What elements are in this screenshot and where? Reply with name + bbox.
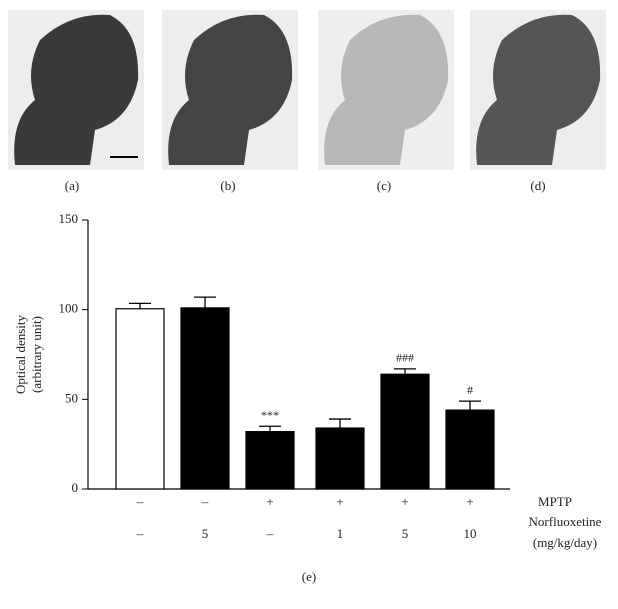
x-tick-label: 5 [202,526,209,541]
brain-section [162,10,298,170]
x-tick-label: + [336,494,343,509]
y-tick-label: 0 [72,480,79,495]
x-tick-label: – [136,526,144,541]
x-tick-label: + [266,494,273,509]
y-axis-label: (arbitrary unit) [29,316,44,393]
bar [245,431,295,490]
x-tick-label: + [466,494,473,509]
x-tick-label: – [266,526,274,541]
panel-label: (b) [220,178,235,193]
y-tick-label: 50 [65,390,78,405]
bar [115,308,165,490]
brain-section [8,10,144,170]
bar [380,373,430,490]
panel-label: (d) [530,178,545,193]
x-tick-label: 10 [464,526,477,541]
significance-label: *** [261,408,279,422]
x-tick-label: – [136,494,144,509]
row-label: MPTP [538,494,572,509]
x-tick-label: 5 [402,526,409,541]
bar [180,307,230,490]
row-label: (mg/kg/day) [533,535,597,550]
row-label: Norfluoxetine [529,514,602,529]
significance-label: # [467,383,473,397]
image-panels [8,10,606,170]
x-tick-label: – [201,494,209,509]
x-tick-label: + [401,494,408,509]
panel-label: (c) [377,178,391,193]
bar [445,409,495,490]
panel-label: (e) [302,569,316,584]
x-tick-label: 1 [337,526,344,541]
y-tick-label: 150 [59,211,79,226]
brain-section [470,10,606,170]
panel-label: (a) [65,178,79,193]
brain-section [318,10,454,170]
y-axis-label: Optical density [13,314,28,394]
y-tick-label: 100 [59,301,79,316]
bar [315,427,365,490]
significance-label: ### [396,351,414,365]
